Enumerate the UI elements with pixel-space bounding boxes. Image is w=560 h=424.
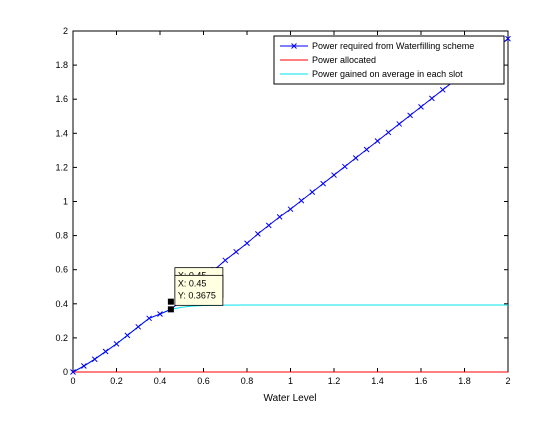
legend-label: Power required from Waterfilling scheme xyxy=(312,41,474,51)
y-tick-label: 0.6 xyxy=(55,265,68,275)
data-point-marker xyxy=(320,180,326,187)
datatip-marker[interactable] xyxy=(167,306,174,313)
legend-label: Power allocated xyxy=(312,55,376,65)
legend-item: Power required from Waterfilling scheme xyxy=(280,41,474,51)
x-tick-label: 0.8 xyxy=(241,376,254,386)
data-point-marker xyxy=(244,240,250,247)
legend-item: Power gained on average in each slot xyxy=(280,69,463,79)
x-tick-label: 1.4 xyxy=(371,376,384,386)
plot-area xyxy=(72,30,509,373)
x-tick-label: 1.8 xyxy=(458,376,471,386)
data-point-marker xyxy=(396,121,403,127)
data-point-marker xyxy=(265,222,272,229)
data-point-marker xyxy=(342,163,348,170)
datatip-marker[interactable] xyxy=(167,298,174,305)
datatip-y-label: Y: 0.3675 xyxy=(178,290,216,300)
y-tick-label: 1 xyxy=(63,197,68,207)
data-point-marker xyxy=(439,86,446,93)
data-point-marker xyxy=(429,95,435,102)
data-point-marker xyxy=(70,369,76,375)
data-point-marker xyxy=(255,231,261,237)
x-axis: 0 0.2 0.4 0.6 0.8 1 1.2 1.4 1.6 1.8 2 xyxy=(70,31,511,386)
x-tick-label: 1 xyxy=(288,376,293,386)
legend-box xyxy=(273,35,505,85)
datatips-layer: X: 0.45Y: 0.4125X: 0.45Y: 0.3675 xyxy=(167,267,224,313)
legend-item: Power allocated xyxy=(280,55,376,65)
y-tick-label: 1.8 xyxy=(55,60,68,70)
data-point-marker xyxy=(385,129,392,136)
y-tick-label: 0.4 xyxy=(55,299,68,309)
data-point-marker xyxy=(124,332,131,339)
x-tick-label: 0.6 xyxy=(197,376,210,386)
data-point-marker xyxy=(331,172,337,178)
data-point-marker xyxy=(309,189,316,195)
data-point-marker xyxy=(407,112,413,119)
legend-label: Power gained on average in each slot xyxy=(312,69,463,79)
data-point-marker xyxy=(276,213,283,220)
x-tick-label: 0.4 xyxy=(154,376,167,386)
x-tick-label: 0 xyxy=(70,376,75,386)
data-point-marker xyxy=(505,35,511,42)
data-point-marker xyxy=(81,363,87,369)
data-point-marker xyxy=(298,197,305,204)
y-tick-label: 2 xyxy=(63,26,68,36)
x-tick-label: 0.2 xyxy=(110,376,123,386)
datatip-box[interactable]: X: 0.45 Y: 0.3675 xyxy=(174,274,224,306)
data-point-marker xyxy=(113,341,120,347)
y-axis: 0 0.2 0.4 0.6 0.8 1 1.2 1.4 1.6 1.8 2 xyxy=(55,26,508,377)
data-point-marker xyxy=(157,311,163,317)
data-point-marker xyxy=(418,104,424,110)
data-point-marker xyxy=(102,348,109,355)
data-point-marker xyxy=(374,138,381,144)
x-tick-label: 1.6 xyxy=(415,376,428,386)
y-tick-label: 1.2 xyxy=(55,162,68,172)
data-point-marker xyxy=(222,257,229,264)
y-tick-label: 1.4 xyxy=(55,128,68,138)
data-point-marker xyxy=(233,248,239,255)
x-tick-label: 1.2 xyxy=(328,376,341,386)
y-tick-label: 1.6 xyxy=(55,94,68,104)
legend: Power required from Waterfilling scheme P… xyxy=(273,35,505,85)
data-point-marker xyxy=(287,206,294,213)
y-tick-label: 0.2 xyxy=(55,333,68,343)
data-point-marker xyxy=(363,146,370,153)
data-point-marker xyxy=(146,315,152,322)
y-tick-label: 0 xyxy=(63,367,68,377)
data-point-marker xyxy=(352,155,359,161)
x-tick-label: 2 xyxy=(505,376,510,386)
y-tick-label: 0.8 xyxy=(55,231,68,241)
x-axis-label: Water Level xyxy=(264,393,317,404)
data-point-marker xyxy=(135,323,142,330)
datatip-x-label: X: 0.45 xyxy=(178,278,207,288)
data-point-marker xyxy=(91,356,98,363)
